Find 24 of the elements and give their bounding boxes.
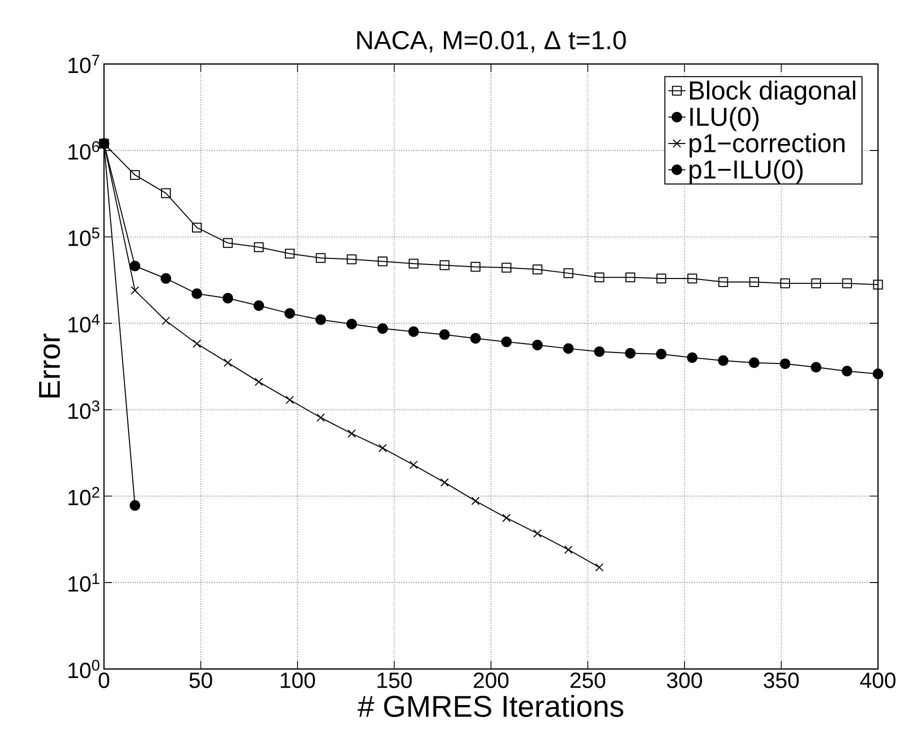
legend-label: p1−ILU(0)	[690, 160, 803, 184]
y-tick-label: 10$^{3}$	[68, 400, 100, 419]
legend-label: p1−correction	[690, 133, 844, 158]
y-axis-title: Error	[39, 334, 60, 398]
x-tick-label: 250	[570, 672, 606, 688]
y-tick-label: 10$^{4}$	[68, 314, 100, 332]
chart-title: NACA, M=0.01, Δ t=1.0	[357, 30, 626, 52]
legend-label: Block diagonal	[690, 80, 856, 105]
x-tick-label: 300	[666, 672, 702, 688]
y-tick-label: 10$^{0}$	[68, 660, 100, 678]
legend-label: ILU(0)	[690, 106, 759, 132]
x-tick-label: 50	[189, 672, 212, 688]
y-tick-label: 10$^{2}$	[68, 486, 100, 506]
x-tick-label: 400	[860, 672, 896, 688]
x-tick-label: 100	[280, 672, 315, 688]
y-tick-label: 10$^{6}$	[68, 141, 100, 160]
y-tick-label: 10$^{1}$	[68, 573, 100, 592]
y-tick-label: 10$^{5}$	[68, 228, 100, 246]
y-tick-label: 10$^{7}$	[68, 54, 100, 74]
x-tick-label: 150	[378, 672, 412, 688]
x-axis-title: # GMRES Iterations	[358, 694, 624, 718]
x-tick-label: 0	[98, 672, 110, 688]
x-tick-label: 200	[474, 672, 508, 688]
x-tick-label: 350	[764, 672, 799, 688]
